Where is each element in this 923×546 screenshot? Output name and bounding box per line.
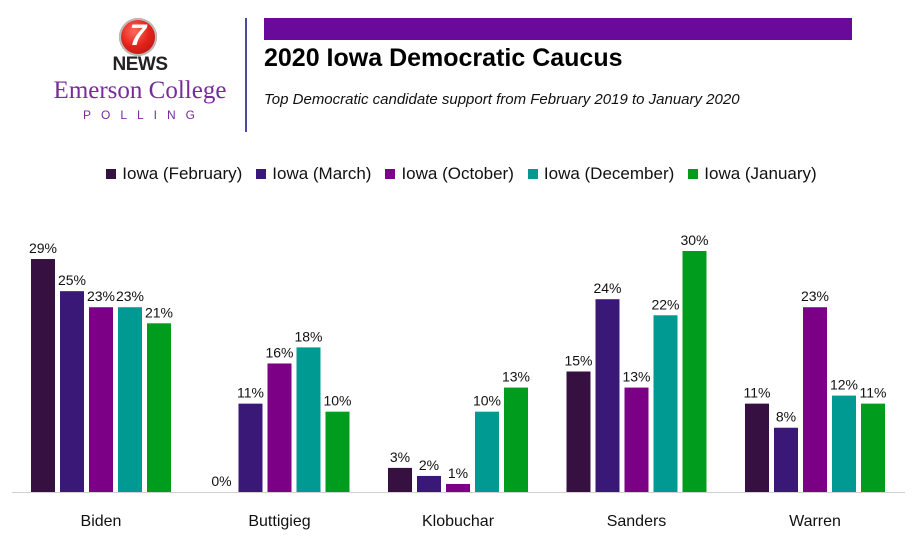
logo-org-sub: POLLING <box>82 108 206 122</box>
legend-item: Iowa (February) <box>106 164 242 184</box>
data-label: 3% <box>390 449 410 465</box>
legend-swatch <box>106 169 117 179</box>
bar-biden-1 <box>60 291 84 492</box>
data-label: 2% <box>419 457 439 473</box>
bar-sanders-4 <box>682 251 707 492</box>
category-label: Klobuchar <box>422 513 495 530</box>
chart-title: 2020 Iowa Democratic Caucus <box>264 44 623 72</box>
data-label: 16% <box>265 344 293 360</box>
category-label: Warren <box>789 513 841 530</box>
legend-label: Iowa (January) <box>704 164 817 183</box>
legend-swatch <box>256 169 267 179</box>
data-label: 11% <box>744 385 771 401</box>
category-label: Buttigieg <box>248 513 310 530</box>
data-label: 13% <box>622 369 650 385</box>
data-label: 1% <box>448 465 468 481</box>
header-divider <box>245 18 247 132</box>
data-label: 22% <box>651 296 679 312</box>
logo-org-name: Emerson College <box>53 77 227 104</box>
bar-biden-4 <box>147 323 171 492</box>
data-label: 30% <box>680 232 708 248</box>
legend-label: Iowa (October) <box>401 164 514 183</box>
bar-warren-0 <box>745 403 769 492</box>
bar-klobuchar-1 <box>417 475 441 492</box>
legend-label: Iowa (December) <box>543 164 675 183</box>
bar-warren-3 <box>832 395 856 492</box>
legend-item: Iowa (October) <box>385 164 514 184</box>
bar-buttigieg-4 <box>325 411 350 492</box>
data-label: 23% <box>116 288 144 304</box>
logo-seven: 7 <box>129 19 147 52</box>
bar-sanders-3 <box>653 315 678 492</box>
bar-klobuchar-4 <box>504 387 528 492</box>
data-label: 10% <box>323 393 351 409</box>
bar-buttigieg-3 <box>296 347 321 492</box>
bar-biden-0 <box>31 259 55 492</box>
logo-news: NEWS <box>112 54 169 75</box>
legend-item: Iowa (December) <box>527 164 675 184</box>
data-label: 25% <box>58 272 86 288</box>
data-label: 13% <box>502 369 530 385</box>
data-label: 15% <box>564 353 592 369</box>
bar-klobuchar-2 <box>446 483 470 492</box>
category-label: Biden <box>81 513 122 530</box>
data-label: 24% <box>593 280 621 296</box>
chart-subtitle: Top Democratic candidate support from Fe… <box>264 91 740 108</box>
bar-biden-2 <box>89 307 113 492</box>
legend-item: Iowa (January) <box>688 164 817 184</box>
chart-legend: Iowa (February) Iowa (March) Iowa (October… <box>0 164 923 184</box>
legend-swatch <box>688 169 699 179</box>
legend-item: Iowa (March) <box>256 164 371 184</box>
data-label: 0% <box>211 473 231 489</box>
category-label: Sanders <box>607 513 667 530</box>
data-label: 23% <box>801 288 829 304</box>
bar-sanders-2 <box>624 387 649 492</box>
data-label: 12% <box>830 377 858 393</box>
legend-swatch <box>527 169 538 179</box>
data-label: 21% <box>145 304 173 320</box>
data-label: 23% <box>87 288 115 304</box>
bar-biden-3 <box>118 307 142 492</box>
data-label: 8% <box>776 409 796 425</box>
legend-label: Iowa (February) <box>122 164 243 183</box>
bar-klobuchar-3 <box>475 411 499 492</box>
bar-klobuchar-0 <box>388 467 412 492</box>
channel-7-icon <box>119 18 157 56</box>
data-label: 29% <box>29 240 57 256</box>
bar-buttigieg-2 <box>267 363 292 492</box>
bar-warren-4 <box>861 403 885 492</box>
data-label: 18% <box>294 328 322 344</box>
title-accent-bar <box>264 18 852 40</box>
data-label: 11% <box>237 385 264 401</box>
bar-sanders-1 <box>595 299 620 492</box>
bar-sanders-0 <box>566 371 591 492</box>
bar-buttigieg-1 <box>238 403 263 492</box>
bar-warren-2 <box>803 307 827 492</box>
legend-label: Iowa (March) <box>272 164 372 183</box>
legend-swatch <box>385 169 396 179</box>
data-label: 10% <box>473 393 501 409</box>
bar-warren-1 <box>774 427 798 492</box>
data-label: 11% <box>860 385 887 401</box>
emerson-7news-logo: 7 NEWS Emerson College POLLING <box>40 14 240 124</box>
